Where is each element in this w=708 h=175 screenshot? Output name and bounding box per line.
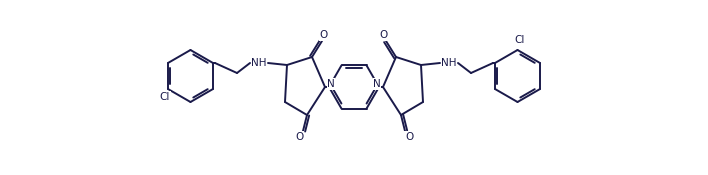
Text: O: O	[320, 30, 328, 40]
Text: N: N	[327, 79, 335, 89]
Text: O: O	[405, 132, 413, 142]
Text: O: O	[380, 30, 388, 40]
Text: O: O	[295, 132, 303, 142]
Text: Cl: Cl	[514, 35, 525, 45]
Text: Cl: Cl	[160, 92, 170, 102]
Text: NH: NH	[441, 58, 457, 68]
Text: NH: NH	[251, 58, 267, 68]
Text: N: N	[373, 79, 381, 89]
